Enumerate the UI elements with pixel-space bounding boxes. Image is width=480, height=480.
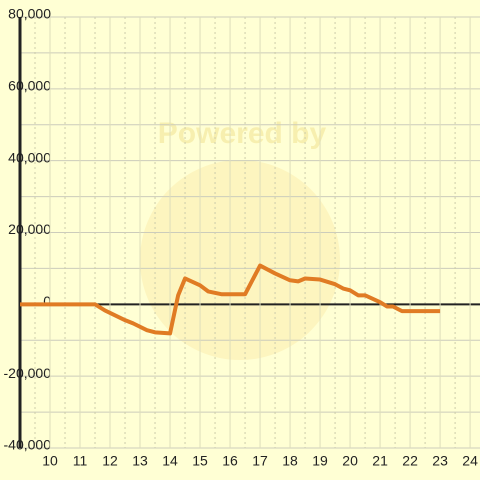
data-line — [20, 263, 441, 336]
x-tick-label: 18 — [282, 453, 298, 469]
x-tick-label: 21 — [372, 453, 388, 469]
x-tick-label: 14 — [162, 453, 178, 469]
x-tick-label: 13 — [132, 453, 148, 469]
x-tick-label: 23 — [432, 453, 448, 469]
x-tick-label: 24 — [462, 453, 478, 469]
y-tick-label: 40,000 — [8, 149, 51, 165]
watermark: Powered by — [158, 117, 327, 150]
x-tick-label: 16 — [222, 453, 238, 469]
y-tick-label: 0 — [43, 293, 51, 309]
x-tick-label: 10 — [42, 453, 58, 469]
x-tick-label: 20 — [342, 453, 358, 469]
x-tick-label: 22 — [402, 453, 418, 469]
y-tick-label: -20,000 — [4, 365, 52, 381]
x-tick-label: 19 — [312, 453, 328, 469]
y-tick-label: -40,000 — [4, 437, 52, 453]
y-tick-label: 60,000 — [8, 78, 51, 94]
y-tick-label: 20,000 — [8, 221, 51, 237]
x-tick-label: 11 — [73, 453, 88, 469]
x-tick-label: 12 — [102, 453, 118, 469]
x-tick-label: 17 — [252, 453, 268, 469]
y-tick-label: 80,000 — [8, 6, 51, 22]
x-tick-label: 15 — [192, 453, 208, 469]
